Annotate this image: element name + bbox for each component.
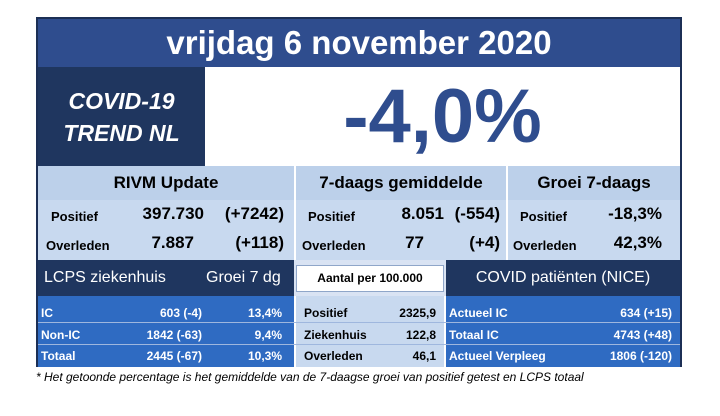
avg7-panel (296, 200, 506, 260)
lcps-header: LCPS ziekenhuis (44, 269, 166, 286)
rivm-positief-label: Positief (51, 209, 98, 224)
nice-actueel-ic-value: 634 (+15) (620, 306, 672, 320)
covid-trend-label: COVID-19 TREND NL (38, 67, 205, 166)
lcps-ic-label: IC (41, 306, 53, 320)
lcps-nonic-growth: 9,4% (254, 328, 282, 342)
avg7-overleden-label: Overleden (302, 238, 366, 253)
nice-panel (446, 296, 680, 367)
lcps-growth-header: Groei 7 dg (206, 269, 281, 286)
lcps-totaal-label: Totaal (41, 349, 76, 363)
lcps-nonic-value: 1842 (-63) (146, 328, 202, 342)
per100k-overleden-label: Overleden (304, 349, 363, 363)
trend-percentage: -4,0% (205, 67, 680, 166)
per100k-overleden-value: 46,1 (412, 349, 436, 363)
growth7-positief-label: Positief (520, 209, 567, 224)
lcps-header-band: LCPS ziekenhuis Groei 7 dg (38, 260, 294, 296)
growth7-overleden-label: Overleden (513, 238, 577, 253)
lcps-nonic-label: Non-IC (41, 328, 81, 342)
rivm-overleden-value: 7.887 (151, 233, 194, 252)
avg7-overleden-value: 77 (405, 233, 424, 252)
growth7-panel (508, 200, 680, 260)
lcps-totaal-value: 2445 (-67) (146, 349, 202, 363)
nice-actueel-ic-label: Actueel IC (449, 306, 508, 320)
nice-totaal-ic-label: Totaal IC (449, 328, 499, 342)
lcps-ic-growth: 13,4% (247, 306, 282, 320)
lcps-panel (38, 296, 294, 367)
nice-header: COVID patiënten (NICE) (446, 260, 680, 296)
per100k-header: Aantal per 100.000 (296, 265, 444, 292)
rivm-overleden-label: Overleden (46, 238, 110, 253)
per100k-positief-value: 2325,9 (399, 306, 436, 320)
covid-trend-line1: COVID-19 (68, 87, 175, 114)
nice-totaal-ic-value: 4743 (+48) (613, 328, 672, 342)
avg7-positief-value: 8.051 (401, 204, 444, 223)
footnote: * Het getoonde percentage is het gemidde… (36, 370, 584, 384)
rivm-panel (38, 200, 294, 260)
growth7-positief-value: -18,3% (608, 204, 662, 223)
per100k-panel (296, 296, 444, 367)
rivm-positief-value: 397.730 (142, 204, 204, 223)
nice-actueel-verpleeg-label: Actueel Verpleeg (449, 349, 546, 363)
rivm-positief-change: (+7242) (224, 204, 284, 223)
nice-actueel-verpleeg-value: 1806 (-120) (609, 349, 672, 363)
row-separator (38, 322, 680, 323)
page-title: vrijdag 6 november 2020 (38, 19, 680, 67)
divider (444, 296, 446, 367)
divider (294, 166, 296, 260)
per100k-ziekenhuis-value: 122,8 (405, 328, 436, 342)
per100k-positief-label: Positief (304, 306, 348, 320)
covid-trend-line2: TREND NL (63, 119, 180, 146)
divider (506, 166, 508, 260)
divider (294, 296, 296, 367)
lcps-totaal-growth: 10,3% (247, 349, 282, 363)
avg7-positief-change: (-554) (454, 204, 500, 223)
avg7-positief-label: Positief (308, 209, 355, 224)
rivm-overleden-change: (+118) (235, 233, 284, 252)
avg7-header: 7-daags gemiddelde (296, 166, 506, 200)
avg7-overleden-change: (+4) (469, 233, 500, 252)
lcps-ic-value: 603 (-4) (159, 306, 202, 320)
rivm-header: RIVM Update (38, 166, 294, 200)
row-separator (38, 344, 680, 345)
per100k-ziekenhuis-label: Ziekenhuis (304, 328, 367, 342)
growth7-overleden-value: 42,3% (613, 233, 662, 252)
growth7-header: Groei 7-daags (508, 166, 680, 200)
